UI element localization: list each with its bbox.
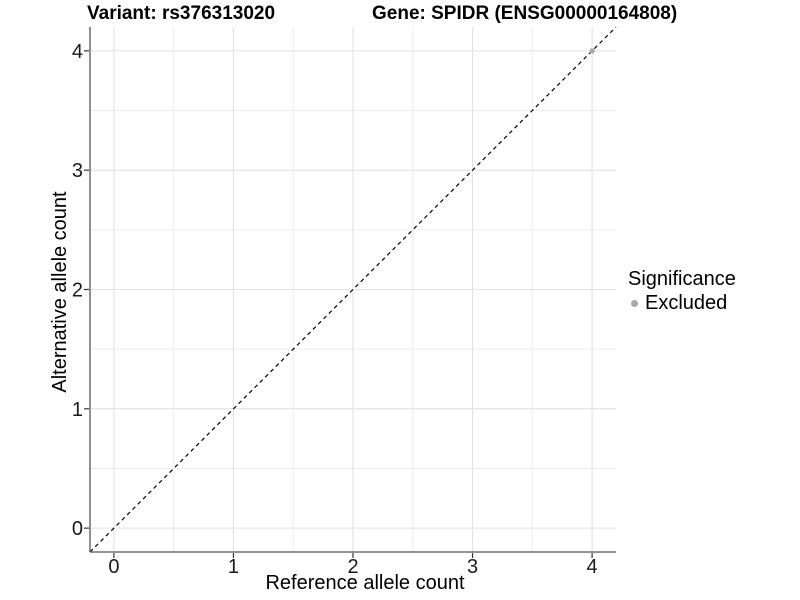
y-tick-label: 0 bbox=[72, 518, 83, 540]
legend-item-label: Excluded bbox=[645, 292, 728, 314]
plot-title-variant: Variant: rs376313020 bbox=[87, 3, 276, 24]
x-tick-label: 2 bbox=[347, 556, 358, 578]
legend-title: Significance bbox=[628, 268, 736, 290]
identity-reference-line bbox=[89, 26, 617, 553]
x-tick-label: 0 bbox=[108, 556, 119, 578]
y-tick-label: 2 bbox=[72, 280, 83, 302]
y-tick-label: 4 bbox=[72, 41, 83, 63]
data-point-excluded bbox=[589, 48, 595, 54]
plot-title-gene: Gene: SPIDR (ENSG00000164808) bbox=[372, 3, 678, 24]
y-axis-label: Alternative allele count bbox=[49, 191, 71, 393]
x-tick-label: 4 bbox=[587, 556, 598, 578]
x-tick-label: 1 bbox=[228, 556, 239, 578]
legend-point-icon bbox=[631, 299, 638, 307]
x-tick-label: 3 bbox=[467, 556, 478, 578]
y-tick-label: 3 bbox=[72, 160, 83, 182]
x-axis-label: Reference allele count bbox=[265, 572, 465, 594]
legend-item-excluded: Excluded bbox=[628, 292, 736, 314]
legend: Significance Excluded bbox=[628, 268, 736, 314]
y-tick-label: 1 bbox=[72, 399, 83, 421]
